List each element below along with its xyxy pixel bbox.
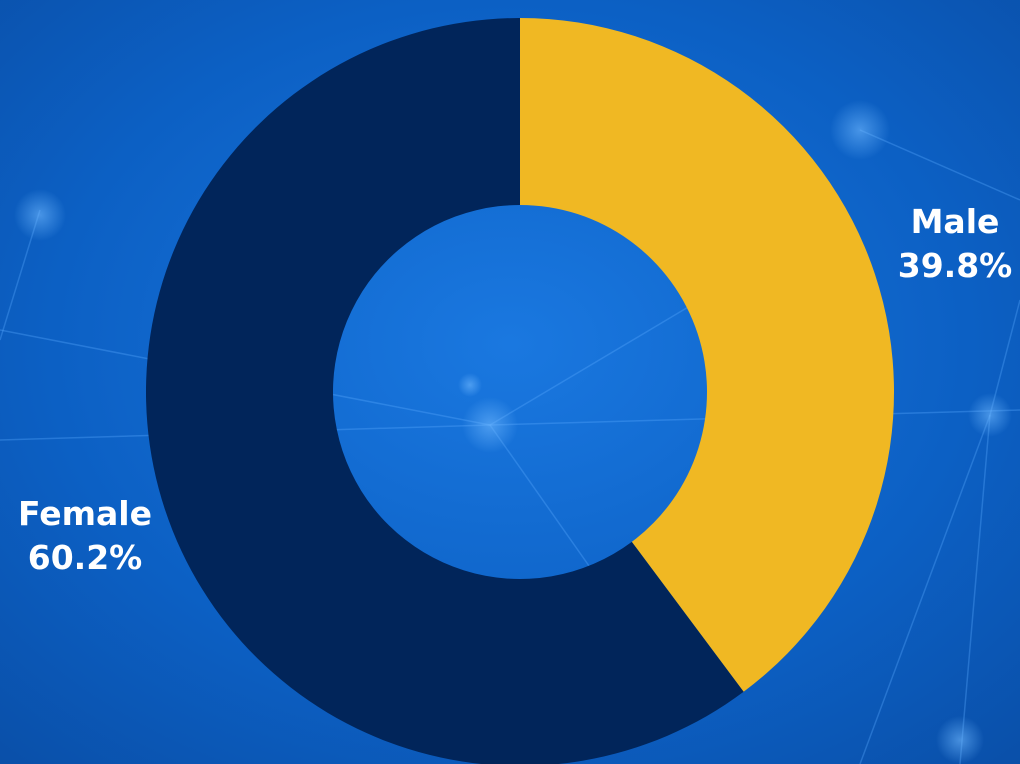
label-male: Male 39.8%	[890, 200, 1020, 288]
label-female: Female 60.2%	[5, 492, 165, 580]
label-female-value: 60.2%	[27, 538, 143, 577]
label-male-category: Male	[910, 202, 1000, 241]
slice-male	[520, 18, 895, 692]
donut-slices	[146, 18, 895, 764]
slice-female	[146, 18, 744, 764]
label-male-value: 39.8%	[897, 246, 1013, 285]
label-female-category: Female	[18, 494, 152, 533]
